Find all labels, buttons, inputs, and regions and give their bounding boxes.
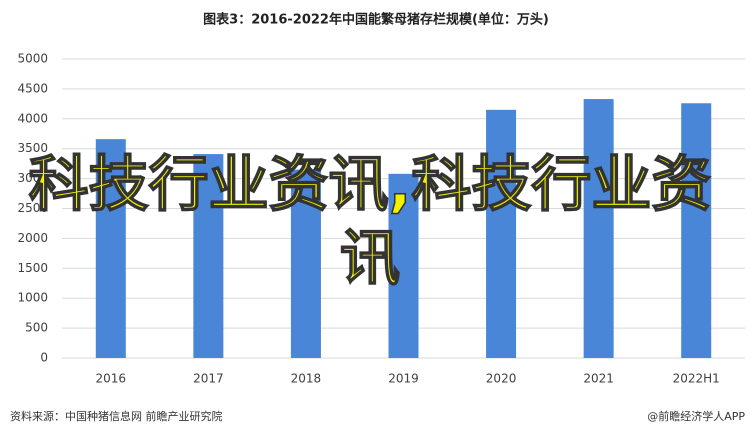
- bar: [681, 103, 712, 358]
- y-tick-label: 3500: [17, 141, 48, 155]
- x-tick-label: 2021: [583, 372, 614, 386]
- chart-title: 图表3：2016-2022年中国能繁母猪存栏规模(单位：万头): [203, 12, 549, 28]
- bar: [193, 154, 224, 358]
- bar: [95, 139, 126, 358]
- bar: [290, 169, 321, 358]
- y-tick-label: 0: [40, 351, 48, 365]
- bar: [388, 173, 419, 358]
- credit: @前瞻经济学人APP: [647, 409, 745, 423]
- x-tick-label: 2018: [291, 372, 322, 386]
- x-tick-label: 2019: [388, 372, 419, 386]
- y-tick-label: 1000: [17, 291, 48, 305]
- overlay-text: 科技行业资讯,科技行业资讯: [28, 149, 712, 295]
- bar: [486, 109, 517, 358]
- y-tick-label: 2000: [17, 231, 48, 245]
- y-tick-label: 1500: [17, 261, 48, 275]
- y-tick-label: 2500: [17, 201, 48, 215]
- x-tick-label: 2020: [486, 372, 517, 386]
- y-tick-label: 5000: [17, 52, 48, 66]
- source-note: 资料来源：中国种猪信息网 前瞻产业研究院: [10, 409, 223, 423]
- y-tick-label: 4000: [17, 111, 48, 125]
- x-tick-label: 2017: [193, 372, 224, 386]
- x-tick-label: 2016: [96, 372, 127, 386]
- y-tick-label: 3000: [17, 171, 48, 185]
- bar: [583, 99, 614, 358]
- y-tick-label: 4500: [17, 81, 48, 95]
- y-tick-label: 500: [25, 321, 48, 335]
- x-tick-label: 2022H1: [673, 372, 720, 386]
